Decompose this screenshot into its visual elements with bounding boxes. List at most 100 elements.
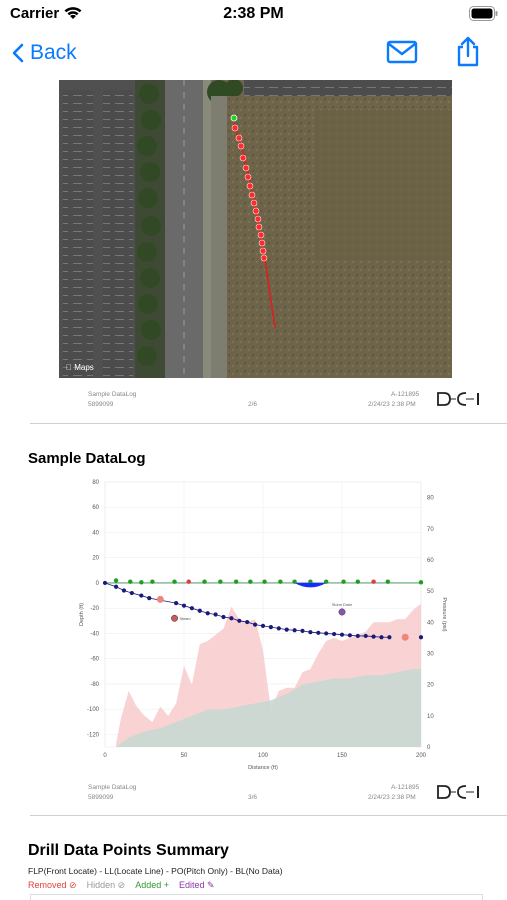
- surface-point: [150, 579, 155, 584]
- bore-point: [371, 634, 376, 639]
- chevron-left-icon: [12, 43, 24, 63]
- bore-point: [324, 631, 329, 636]
- bore-point: [355, 633, 360, 639]
- wifi-icon: [64, 7, 82, 19]
- share-icon[interactable]: [455, 36, 481, 68]
- bore-point: [197, 608, 202, 613]
- status-bar: Carrier 2:38 PM: [0, 0, 507, 30]
- dci-logo: [437, 785, 479, 799]
- bore-point: [245, 619, 250, 625]
- y2-tick-label: 50: [427, 589, 434, 595]
- surface-point: [262, 579, 267, 584]
- surface-point: [418, 580, 424, 585]
- y2-tick-label: 30: [427, 651, 434, 657]
- y-tick-label: -60: [90, 657, 99, 663]
- y2-tick-label: 80: [427, 496, 434, 502]
- page-number: 3/6: [248, 794, 258, 801]
- bore-point: [205, 611, 210, 616]
- surface-point: [186, 579, 191, 584]
- bore-point: [229, 616, 234, 621]
- surface-point: [172, 579, 177, 584]
- surface-point: [202, 579, 207, 584]
- navigation-bar: Back: [0, 30, 507, 76]
- prohibited-icon: ⊘: [69, 880, 77, 890]
- back-button[interactable]: Back: [12, 38, 77, 68]
- page-number: 2/6: [248, 401, 258, 408]
- surface-point: [324, 579, 329, 584]
- report-timestamp: 2/24/23 2:38 PM: [368, 794, 416, 801]
- bore-point: [347, 633, 352, 638]
- surface-point: [113, 578, 119, 583]
- y-tick-label: -120: [87, 732, 100, 738]
- surface-highlight: [294, 582, 327, 588]
- y-tick-label: -80: [90, 682, 99, 688]
- datalog-name: Sample DataLog: [88, 784, 137, 791]
- storm-drain-marker: [338, 608, 346, 616]
- x-axis-label: Distance (ft): [248, 765, 278, 771]
- y-tick-label: 0: [96, 581, 100, 587]
- bore-point: [253, 622, 258, 627]
- report-timestamp: 2/24/23 2:38 PM: [368, 401, 416, 408]
- steam-marker: [171, 614, 178, 622]
- surface-point: [385, 579, 391, 584]
- datalog-name: Sample DataLog: [88, 391, 137, 398]
- y2-tick-label: 40: [427, 620, 434, 626]
- red-marker: [156, 595, 164, 603]
- added-legend: Added +: [135, 880, 169, 890]
- x-tick-label: 200: [416, 753, 427, 759]
- surface-point: [292, 579, 297, 584]
- bore-point: [339, 632, 345, 637]
- bore-point: [260, 623, 266, 628]
- bore-point: [418, 635, 424, 640]
- y-tick-label: -20: [90, 606, 99, 612]
- maps-attribution:  Maps: [66, 363, 94, 372]
- surface-point: [233, 579, 239, 584]
- clock-time: 2:38 PM: [223, 5, 284, 22]
- hidden-legend: Hidden ⊘: [86, 880, 126, 890]
- bore-point: [213, 612, 218, 617]
- red-marker: [401, 633, 409, 641]
- y-tick-label: 20: [92, 556, 99, 562]
- back-label: Back: [30, 41, 77, 64]
- surface-point: [371, 579, 376, 584]
- surface-point: [139, 580, 144, 585]
- y2-tick-label: 20: [427, 683, 434, 689]
- y2-tick-label: 70: [427, 527, 434, 533]
- bore-point: [379, 635, 384, 640]
- bore-point: [308, 630, 313, 635]
- bore-point: [121, 588, 127, 593]
- envelope-icon[interactable]: [386, 38, 418, 66]
- surface-point: [248, 579, 253, 584]
- surface-point: [341, 579, 346, 584]
- bore-point: [237, 618, 242, 623]
- satellite-map[interactable]:  Maps: [59, 80, 452, 378]
- eye-slash-icon: ⊘: [117, 880, 126, 890]
- bore-point: [221, 614, 226, 620]
- battery-icon: [469, 6, 498, 21]
- datalog-id: 5899099: [88, 401, 114, 408]
- bore-point: [147, 595, 152, 601]
- flow-area: [116, 669, 421, 747]
- x-tick-label: 50: [181, 753, 188, 759]
- plus-icon: +: [163, 880, 169, 890]
- depth-pressure-chart: Steam Storm Drain 0 50 100 150 200 80 60 40 20 0 -20…: [59, 472, 452, 780]
- bore-point: [139, 593, 144, 598]
- bore-point: [284, 627, 289, 632]
- bore-point: [113, 584, 119, 589]
- bore-point: [387, 635, 392, 640]
- datalog-id: 5899099: [88, 794, 114, 801]
- bore-point: [189, 606, 194, 611]
- x-tick-label: 0: [103, 753, 107, 759]
- bore-point: [300, 628, 305, 634]
- job-number: A-121895: [391, 784, 420, 791]
- bore-point: [316, 630, 321, 635]
- storm-drain-label: Storm Drain: [332, 603, 352, 607]
- y-tick-label: -100: [87, 707, 100, 713]
- bore-point: [102, 580, 108, 586]
- y-axis-label: Depth (ft): [79, 603, 85, 626]
- page-footer: Sample DataLog 5899099 3/6 A-121895 2/24…: [88, 784, 481, 806]
- map-imagery: [59, 80, 452, 378]
- y-tick-label: 80: [92, 480, 99, 486]
- status-legend: Removed ⊘ Hidden ⊘ Added + Edited ✎: [28, 880, 215, 891]
